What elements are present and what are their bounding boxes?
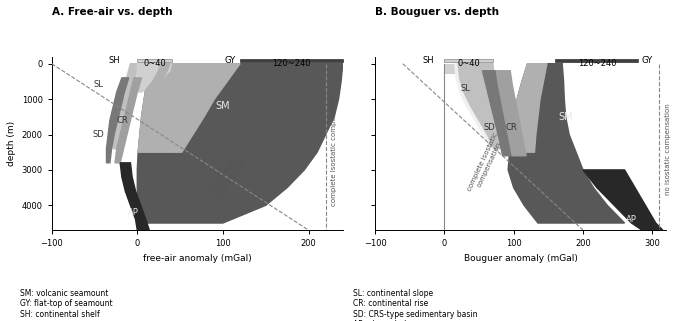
Polygon shape: [115, 78, 142, 163]
Polygon shape: [137, 64, 343, 223]
Text: SL: continental slope
CR: continental rise
SD: CRS-type sedimentary basin
AP: ab: SL: continental slope CR: continental ri…: [353, 289, 477, 321]
Polygon shape: [109, 64, 137, 149]
Text: SM: volcanic seamount
GY: flat-top of seamount
SH: continental shelf: SM: volcanic seamount GY: flat-top of se…: [20, 289, 113, 319]
Text: CR: CR: [506, 123, 517, 132]
Y-axis label: depth (m): depth (m): [7, 121, 16, 166]
X-axis label: free-air anomaly (mGal): free-air anomaly (mGal): [143, 254, 252, 263]
Polygon shape: [113, 64, 137, 149]
Polygon shape: [106, 78, 129, 163]
Text: no isostatic compensation: no isostatic compensation: [665, 103, 671, 195]
Polygon shape: [138, 64, 240, 152]
Polygon shape: [137, 64, 172, 92]
Polygon shape: [458, 64, 508, 149]
Text: complete isostatic compensation: complete isostatic compensation: [331, 91, 337, 206]
Polygon shape: [483, 71, 513, 156]
Bar: [444, 59, 493, 62]
Polygon shape: [144, 64, 170, 92]
Text: 0~40: 0~40: [143, 59, 166, 68]
Bar: [555, 59, 639, 62]
Text: A. Free-air vs. depth: A. Free-air vs. depth: [52, 7, 172, 17]
Polygon shape: [508, 64, 624, 223]
Polygon shape: [496, 71, 526, 156]
Text: GY: GY: [642, 56, 653, 65]
Text: AP: AP: [127, 208, 138, 217]
Text: SM: SM: [559, 112, 573, 122]
Text: SD: SD: [92, 130, 104, 139]
Text: SL: SL: [460, 84, 470, 93]
Text: 120~240: 120~240: [272, 59, 311, 68]
Bar: [137, 59, 172, 62]
Text: 120~240: 120~240: [578, 59, 616, 68]
Text: SM: SM: [216, 101, 231, 111]
Bar: [444, 64, 458, 74]
Bar: [240, 59, 343, 62]
Polygon shape: [583, 170, 662, 230]
Text: SL: SL: [94, 81, 104, 90]
X-axis label: Bouguer anomaly (mGal): Bouguer anomaly (mGal): [464, 254, 578, 263]
Text: AP: AP: [626, 215, 637, 224]
Polygon shape: [510, 64, 547, 152]
Polygon shape: [455, 64, 508, 149]
Text: complete isostatic
compensation: complete isostatic compensation: [466, 131, 505, 195]
Text: CR: CR: [116, 116, 127, 125]
Text: 0~40: 0~40: [457, 59, 480, 68]
Text: SH: SH: [108, 56, 120, 65]
Text: SD: SD: [483, 123, 496, 132]
Text: B. Bouguer vs. depth: B. Bouguer vs. depth: [375, 7, 499, 17]
Polygon shape: [120, 163, 149, 230]
Text: SH: SH: [422, 56, 434, 65]
Text: GY: GY: [224, 56, 236, 65]
Text: no isostatic
compensation: no isostatic compensation: [207, 153, 247, 201]
